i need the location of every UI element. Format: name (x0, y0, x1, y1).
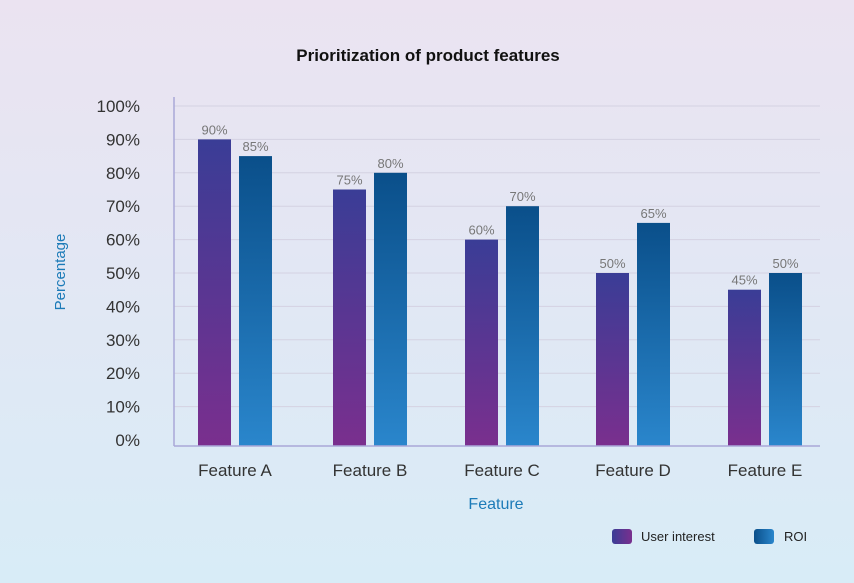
bar-roi (239, 156, 272, 446)
y-tick-label: 40% (106, 297, 140, 316)
data-label: 70% (509, 189, 535, 204)
bar-roi (374, 172, 407, 447)
bar-roi (506, 206, 539, 446)
data-label: 85% (242, 139, 268, 154)
bar-user-interest (728, 289, 761, 446)
data-label: 50% (599, 256, 625, 271)
y-axis-label: Percentage (52, 234, 69, 311)
x-tick-label: Feature A (198, 461, 272, 480)
y-tick-label: 10% (106, 398, 140, 417)
legend-label-roi: ROI (784, 529, 807, 544)
x-axis-label: Feature (468, 496, 523, 513)
y-tick-label: 80% (106, 164, 140, 183)
bar-user-interest (465, 239, 498, 446)
x-tick-label: Feature D (595, 461, 671, 480)
y-tick-label: 70% (106, 197, 140, 216)
legend-swatch-user-interest (612, 529, 632, 544)
bar-user-interest (333, 189, 366, 446)
x-tick-label: Feature E (728, 461, 803, 480)
y-tick-label: 0% (115, 431, 140, 450)
chart-title: Prioritization of product features (296, 46, 560, 65)
data-label: 45% (731, 273, 757, 288)
legend: User interest ROI (612, 529, 807, 544)
y-tick-label: 50% (106, 264, 140, 283)
bar-roi (769, 273, 802, 446)
y-tick-label: 90% (106, 130, 140, 149)
bar-user-interest (596, 273, 629, 446)
x-tick-label: Feature C (464, 461, 540, 480)
data-label: 80% (377, 156, 403, 171)
legend-swatch-roi (754, 529, 774, 544)
x-tick-label: Feature B (333, 461, 408, 480)
y-tick-label: 30% (106, 331, 140, 350)
data-label: 90% (201, 122, 227, 137)
data-label: 65% (640, 206, 666, 221)
data-label: 60% (468, 223, 494, 238)
data-label: 75% (336, 173, 362, 188)
legend-label-user-interest: User interest (641, 529, 715, 544)
bar-roi (637, 222, 670, 446)
y-tick-label: 100% (97, 97, 140, 116)
y-tick-label: 20% (106, 364, 140, 383)
bar-user-interest (198, 139, 231, 446)
data-label: 50% (772, 256, 798, 271)
y-tick-label: 60% (106, 231, 140, 250)
